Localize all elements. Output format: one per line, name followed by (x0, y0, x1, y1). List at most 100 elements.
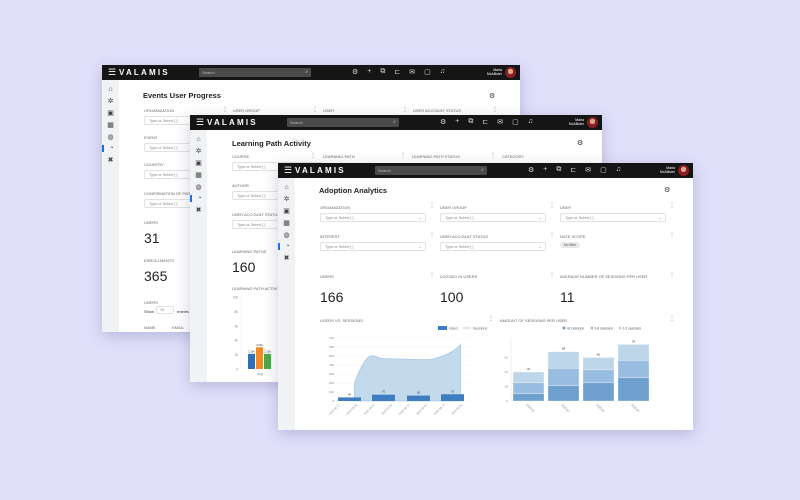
calendar-icon[interactable]: ▦ (107, 122, 114, 129)
settings-icon[interactable]: ⚙ (577, 140, 584, 147)
puzzle-icon[interactable]: ✖ (283, 255, 290, 262)
kebab-menu-icon[interactable]: ⋮ (402, 107, 408, 113)
column-name: Name (144, 325, 156, 330)
search-icon[interactable]: ⌕ (481, 167, 484, 173)
hamburger-icon[interactable]: ☰ (284, 165, 293, 175)
kebab-menu-icon[interactable]: ⋮ (549, 272, 555, 278)
bookmark-icon[interactable]: ▢ (424, 69, 431, 76)
y-tick-label: 600 (329, 345, 334, 349)
search-icon[interactable]: ⌕ (393, 119, 396, 125)
plus-icon[interactable]: + (367, 68, 372, 75)
search-input[interactable]: Search ⌕ (199, 68, 311, 77)
kebab-menu-icon[interactable]: ⋮ (492, 107, 498, 113)
certificate-icon[interactable]: ▣ (195, 160, 202, 167)
asterisk-icon[interactable]: ✲ (107, 98, 114, 105)
user-select[interactable]: Type or Select [ ] ⌄ (560, 213, 666, 222)
kebab-menu-icon[interactable]: ⋮ (222, 107, 228, 113)
kebab-menu-icon[interactable]: ⋮ (669, 272, 675, 278)
home-icon[interactable]: ⌂ (108, 86, 113, 93)
kebab-menu-icon[interactable]: ⋮ (429, 272, 435, 278)
settings-icon[interactable]: ⚙ (489, 93, 496, 100)
hamburger-icon[interactable]: ☰ (196, 117, 205, 127)
bell-icon[interactable]: ♫ (439, 68, 445, 75)
calendar-icon[interactable]: ▦ (283, 220, 290, 227)
search-input[interactable]: Search ⌕ (375, 166, 487, 175)
kebab-menu-icon[interactable]: ⋮ (312, 107, 318, 113)
asterisk-icon[interactable]: ✲ (283, 196, 290, 203)
settings-icon[interactable]: ⚙ (664, 187, 671, 194)
kebab-menu-icon[interactable]: ⋮ (669, 316, 675, 322)
analytics-icon[interactable]: ◔ (102, 145, 119, 152)
kebab-menu-icon[interactable]: ⋮ (669, 203, 675, 209)
user-name[interactable]: Maria McAllister (660, 166, 675, 174)
plus-icon[interactable]: + (455, 118, 460, 125)
sessions-per-user-title: Amount of sessions per user (500, 318, 568, 323)
mail-icon[interactable]: ✉ (497, 119, 504, 126)
date-scope-chip[interactable]: No filter (560, 242, 581, 248)
kebab-menu-icon[interactable]: ⋮ (429, 232, 435, 238)
interest-select[interactable]: Type or Select [ ] ⌄ (320, 242, 426, 251)
switch-icon[interactable]: ⧉ (468, 118, 474, 125)
bell-icon[interactable]: ♫ (527, 118, 533, 125)
cart-icon[interactable]: ⊏ (394, 69, 401, 76)
kebab-menu-icon[interactable]: ⋮ (669, 232, 675, 238)
kebab-menu-icon[interactable]: ⋮ (400, 153, 406, 159)
user-name[interactable]: Maria McAllister (487, 68, 502, 76)
kebab-menu-icon[interactable]: ⋮ (549, 232, 555, 238)
puzzle-icon[interactable]: ✖ (195, 207, 202, 214)
bar (264, 353, 271, 369)
kebab-menu-icon[interactable]: ⋮ (490, 153, 496, 159)
sessions-per-user-chart: >6 sessions 3-6 sessions 1-2 sessions 0 20 40… (505, 326, 650, 413)
home-icon[interactable]: ⌂ (196, 136, 201, 143)
kebab-menu-icon[interactable]: ⋮ (429, 203, 435, 209)
avatar[interactable] (678, 165, 689, 176)
settings-icon[interactable]: ⚙ (440, 119, 447, 126)
settings-icon[interactable]: ⚙ (352, 69, 359, 76)
switch-icon[interactable]: ⧉ (556, 166, 562, 173)
avatar[interactable] (505, 67, 516, 78)
user-name[interactable]: Maria McAllister (569, 118, 584, 126)
user-group-select[interactable]: Type or Select [ ] ⌄ (440, 213, 546, 222)
bookmark-icon[interactable]: ▢ (600, 167, 607, 174)
kebab-menu-icon[interactable]: ⋮ (488, 316, 494, 322)
user-account-status-select[interactable]: Type or Select [ ] ⌄ (440, 242, 546, 251)
asterisk-icon[interactable]: ✲ (195, 148, 202, 155)
organization-select[interactable]: Type or Select [ ] ⌄ (320, 213, 426, 222)
globe-icon[interactable]: ◍ (283, 232, 290, 239)
settings-icon[interactable]: ⚙ (528, 167, 535, 174)
home-icon[interactable]: ⌂ (284, 184, 289, 191)
legend-item: 1-2 sessions (623, 326, 642, 330)
users-label: Users (144, 220, 158, 225)
puzzle-icon[interactable]: ✖ (107, 157, 114, 164)
avatar[interactable] (587, 117, 598, 128)
bell-icon[interactable]: ♫ (615, 166, 621, 173)
certificate-icon[interactable]: ▣ (107, 110, 114, 117)
kebab-menu-icon[interactable]: ⋮ (310, 153, 316, 159)
hamburger-icon[interactable]: ☰ (108, 67, 117, 77)
bookmark-icon[interactable]: ▢ (512, 119, 519, 126)
page-title: Learning Path Activity (232, 139, 311, 148)
analytics-icon[interactable]: ◔ (190, 195, 207, 202)
plus-icon[interactable]: + (543, 166, 548, 173)
search-icon[interactable]: ⌕ (305, 69, 308, 75)
analytics-icon[interactable]: ◔ (278, 243, 295, 250)
stacked-bar-segment (547, 385, 580, 402)
kebab-menu-icon[interactable]: ⋮ (549, 203, 555, 209)
stacked-bar-segment (512, 382, 545, 394)
legend-item: 3-6 sessions (595, 326, 614, 330)
mail-icon[interactable]: ✉ (585, 167, 592, 174)
cart-icon[interactable]: ⊏ (482, 119, 489, 126)
sidebar: ⌂ ✲ ▣ ▦ ◍ ◔ ✖ (190, 130, 207, 382)
entries-select[interactable]: 25 (156, 306, 174, 314)
mail-icon[interactable]: ✉ (409, 69, 416, 76)
switch-icon[interactable]: ⧉ (380, 68, 386, 75)
globe-icon[interactable]: ◍ (107, 134, 114, 141)
users-value: 31 (144, 230, 160, 246)
globe-icon[interactable]: ◍ (195, 184, 202, 191)
filter-label-category: Category (502, 154, 525, 159)
cart-icon[interactable]: ⊏ (570, 167, 577, 174)
user-first-name: Maria (493, 68, 502, 72)
search-input[interactable]: Search ⌕ (287, 118, 399, 127)
certificate-icon[interactable]: ▣ (283, 208, 290, 215)
calendar-icon[interactable]: ▦ (195, 172, 202, 179)
